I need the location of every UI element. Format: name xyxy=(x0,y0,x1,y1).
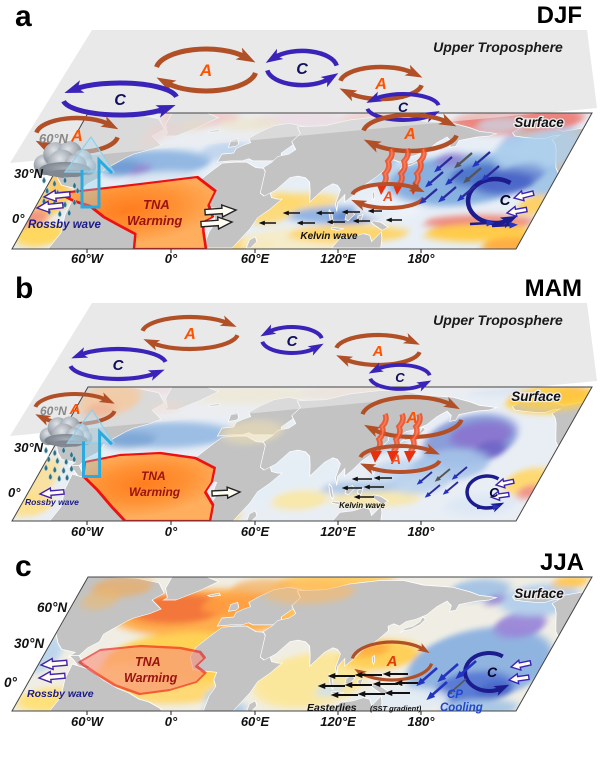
svg-text:C: C xyxy=(114,92,126,109)
svg-text:180°: 180° xyxy=(408,251,436,266)
svg-text:Surface: Surface xyxy=(514,586,564,601)
svg-text:Surface: Surface xyxy=(514,115,564,130)
svg-text:Kelvin wave: Kelvin wave xyxy=(339,501,385,510)
svg-text:TNA: TNA xyxy=(143,197,170,212)
svg-text:Warming: Warming xyxy=(129,485,181,499)
svg-text:30°N: 30°N xyxy=(14,636,44,651)
svg-text:A: A xyxy=(374,76,387,93)
svg-text:C: C xyxy=(487,664,498,680)
svg-text:60°N: 60°N xyxy=(37,600,67,615)
svg-text:A: A xyxy=(403,126,416,143)
svg-text:Upper Troposphere: Upper Troposphere xyxy=(433,312,563,328)
svg-text:JJA: JJA xyxy=(540,549,584,576)
svg-text:Kelvin wave: Kelvin wave xyxy=(300,231,358,242)
svg-text:60°E: 60°E xyxy=(241,524,270,539)
svg-text:MAM: MAM xyxy=(525,275,582,302)
svg-text:60°N: 60°N xyxy=(40,404,67,418)
svg-text:180°: 180° xyxy=(408,714,436,729)
svg-text:60°E: 60°E xyxy=(241,714,270,729)
svg-text:C: C xyxy=(113,357,125,374)
svg-text:180°: 180° xyxy=(408,524,436,539)
svg-text:C: C xyxy=(398,99,409,115)
svg-text:60°W: 60°W xyxy=(71,714,105,729)
svg-text:C: C xyxy=(395,370,405,385)
svg-text:0°: 0° xyxy=(165,251,178,266)
svg-text:Warming: Warming xyxy=(124,671,178,685)
svg-text:TNA: TNA xyxy=(141,469,166,483)
svg-text:C: C xyxy=(287,333,299,350)
svg-text:A: A xyxy=(372,343,384,360)
svg-text:120°E: 120°E xyxy=(320,524,356,539)
svg-text:Rossby wave: Rossby wave xyxy=(27,688,94,700)
svg-text:0°: 0° xyxy=(4,675,18,690)
svg-text:120°E: 120°E xyxy=(320,714,356,729)
svg-text:30°N: 30°N xyxy=(14,166,44,181)
svg-text:0°: 0° xyxy=(165,524,178,539)
svg-text:A: A xyxy=(70,128,83,145)
svg-text:Easterlies: Easterlies xyxy=(307,702,357,714)
svg-text:A: A xyxy=(390,451,401,467)
svg-text:A: A xyxy=(382,188,393,204)
svg-text:30°N: 30°N xyxy=(14,440,44,455)
svg-text:Rossby wave: Rossby wave xyxy=(25,497,79,507)
svg-text:C: C xyxy=(500,192,512,209)
svg-text:A: A xyxy=(405,410,418,427)
svg-text:Rossby wave: Rossby wave xyxy=(28,219,101,231)
svg-text:CP: CP xyxy=(447,689,463,701)
svg-text:c: c xyxy=(15,550,32,583)
svg-text:Surface: Surface xyxy=(511,389,561,404)
svg-text:b: b xyxy=(15,272,33,305)
svg-text:DJF: DJF xyxy=(537,2,582,29)
svg-text:A: A xyxy=(69,401,81,418)
svg-text:60°W: 60°W xyxy=(71,524,105,539)
svg-text:A: A xyxy=(199,61,212,80)
svg-text:120°E: 120°E xyxy=(320,251,356,266)
svg-text:C: C xyxy=(296,61,308,78)
svg-text:Upper Troposphere: Upper Troposphere xyxy=(433,39,563,55)
svg-text:TNA: TNA xyxy=(135,655,161,669)
svg-text:a: a xyxy=(15,0,32,33)
svg-text:0°: 0° xyxy=(165,714,178,729)
svg-text:60°N: 60°N xyxy=(39,131,69,146)
svg-text:C: C xyxy=(489,485,499,500)
svg-text:A: A xyxy=(183,326,196,343)
svg-text:Warming: Warming xyxy=(127,213,182,228)
svg-text:0°: 0° xyxy=(8,485,21,500)
svg-text:60°W: 60°W xyxy=(71,251,105,266)
svg-text:A: A xyxy=(386,653,398,670)
svg-text:(SST gradient): (SST gradient) xyxy=(370,704,422,713)
svg-text:60°E: 60°E xyxy=(241,251,270,266)
svg-text:0°: 0° xyxy=(12,211,25,226)
svg-text:Cooling: Cooling xyxy=(440,702,483,714)
